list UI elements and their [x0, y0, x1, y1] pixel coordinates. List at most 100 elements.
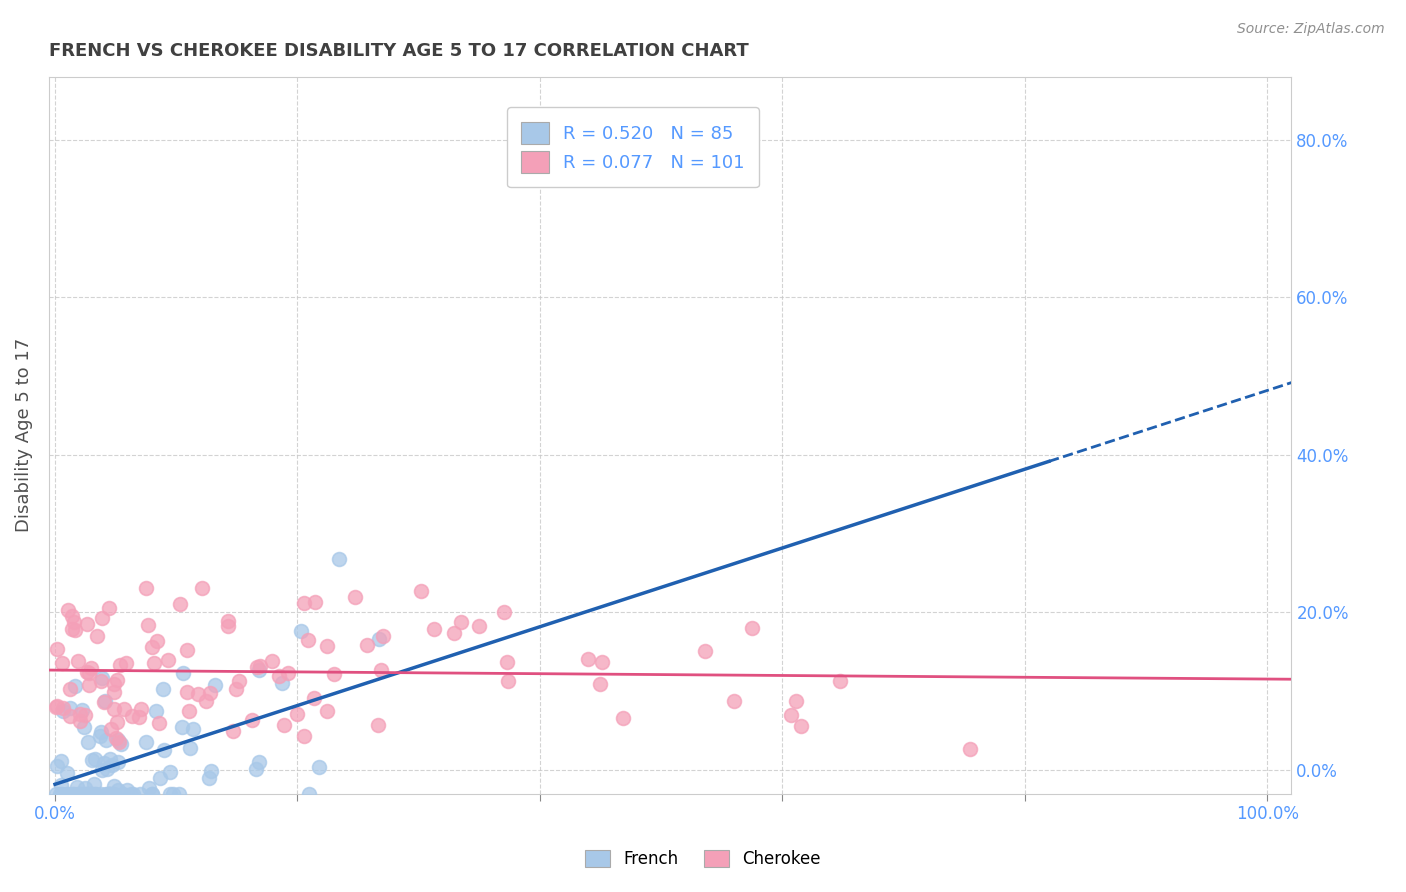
Point	[94, 694, 117, 708]
Point	[135, 582, 157, 596]
Point	[77, 678, 100, 692]
Point	[260, 654, 283, 668]
Point	[83, 752, 105, 766]
Point	[83, 787, 105, 801]
Point	[107, 782, 129, 797]
Point	[169, 597, 191, 611]
Point	[367, 632, 389, 646]
Point	[103, 677, 125, 691]
Point	[122, 787, 145, 801]
Point	[167, 787, 190, 801]
Point	[66, 780, 89, 795]
Point	[103, 702, 125, 716]
Point	[83, 776, 105, 790]
Point	[76, 617, 98, 632]
Point	[45, 787, 67, 801]
Point	[107, 755, 129, 769]
Point	[80, 661, 103, 675]
Point	[46, 758, 69, 772]
Point	[105, 714, 128, 729]
Y-axis label: Disability Age 5 to 17: Disability Age 5 to 17	[15, 338, 32, 533]
Point	[52, 700, 75, 714]
Point	[75, 780, 97, 795]
Point	[204, 678, 226, 692]
Point	[249, 658, 271, 673]
Point	[136, 617, 159, 632]
Point	[217, 614, 239, 628]
Point	[98, 752, 121, 766]
Point	[112, 701, 135, 715]
Point	[245, 762, 267, 776]
Point	[194, 694, 217, 708]
Point	[98, 787, 121, 801]
Point	[780, 708, 803, 723]
Point	[120, 787, 142, 801]
Point	[170, 720, 193, 734]
Point	[84, 787, 107, 801]
Point	[143, 657, 166, 671]
Point	[176, 642, 198, 657]
Point	[328, 552, 350, 566]
Point	[267, 669, 290, 683]
Point	[247, 664, 270, 678]
Point	[97, 787, 120, 801]
Point	[80, 753, 103, 767]
Point	[103, 787, 125, 801]
Point	[315, 705, 337, 719]
Point	[60, 622, 83, 636]
Point	[128, 710, 150, 724]
Point	[97, 600, 120, 615]
Point	[49, 778, 72, 792]
Point	[285, 706, 308, 721]
Point	[247, 755, 270, 769]
Point	[121, 709, 143, 723]
Point	[138, 780, 160, 795]
Point	[304, 595, 326, 609]
Point	[115, 782, 138, 797]
Point	[56, 787, 79, 801]
Point	[76, 787, 98, 801]
Point	[409, 584, 432, 599]
Point	[56, 787, 79, 801]
Point	[591, 655, 613, 669]
Point	[63, 623, 86, 637]
Point	[62, 615, 84, 629]
Point	[159, 787, 181, 801]
Point	[246, 660, 269, 674]
Point	[110, 737, 132, 751]
Point	[75, 707, 97, 722]
Point	[179, 741, 201, 756]
Point	[90, 674, 112, 689]
Point	[89, 725, 111, 739]
Point	[315, 639, 337, 653]
Point	[159, 764, 181, 779]
Point	[141, 640, 163, 654]
Text: FRENCH VS CHEROKEE DISABILITY AGE 5 TO 17 CORRELATION CHART: FRENCH VS CHEROKEE DISABILITY AGE 5 TO 1…	[49, 42, 749, 60]
Legend: French, Cherokee: French, Cherokee	[579, 843, 827, 875]
Point	[145, 704, 167, 718]
Point	[129, 787, 152, 801]
Point	[343, 590, 366, 604]
Point	[48, 787, 70, 801]
Point	[105, 731, 128, 745]
Point	[103, 779, 125, 793]
Point	[105, 673, 128, 688]
Point	[228, 674, 250, 689]
Point	[589, 677, 612, 691]
Point	[45, 700, 67, 714]
Point	[66, 787, 89, 801]
Point	[51, 754, 73, 768]
Point	[129, 701, 152, 715]
Point	[91, 610, 114, 624]
Point	[148, 716, 170, 731]
Point	[495, 655, 517, 669]
Point	[304, 691, 326, 706]
Point	[66, 654, 89, 668]
Point	[135, 735, 157, 749]
Point	[367, 718, 389, 732]
Point	[56, 603, 79, 617]
Point	[72, 787, 94, 801]
Point	[785, 694, 807, 708]
Point	[51, 656, 73, 670]
Point	[141, 787, 163, 801]
